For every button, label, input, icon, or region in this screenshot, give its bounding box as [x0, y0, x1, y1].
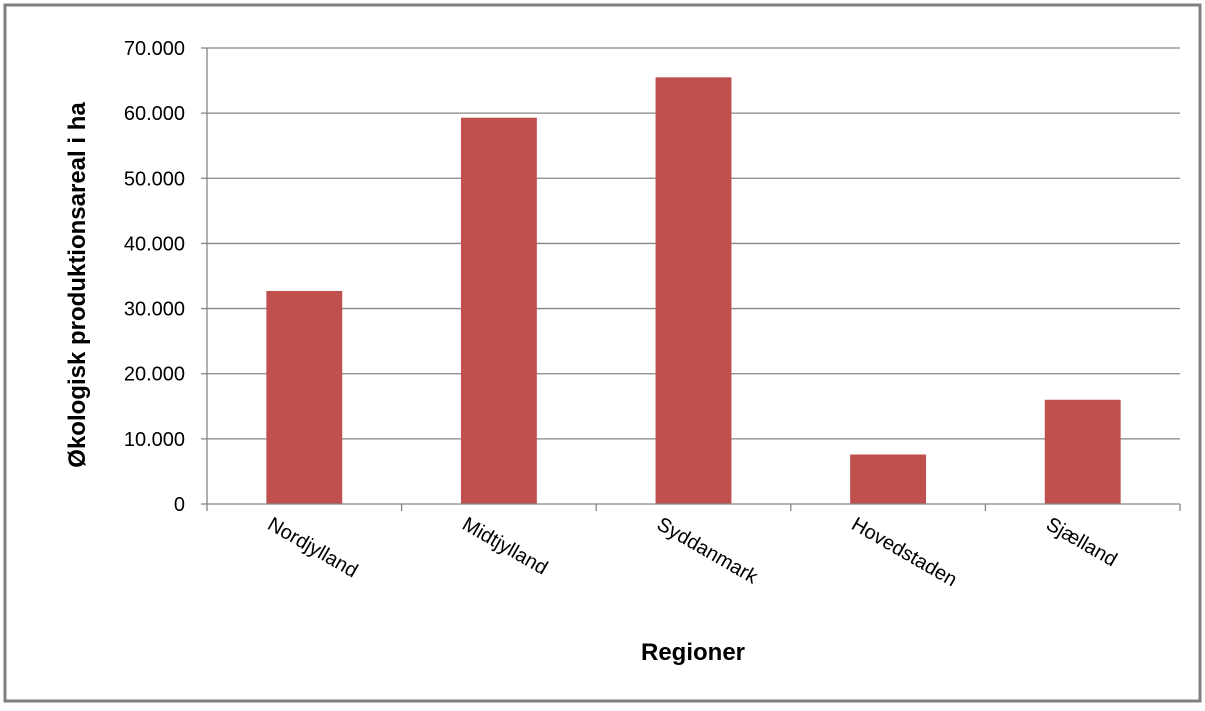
bar-nordjylland	[266, 290, 343, 504]
x-axis-title: Regioner	[641, 639, 745, 666]
chart-border	[3, 3, 1202, 703]
y-tick-label: 40.000	[124, 233, 185, 255]
y-tick-label: 0	[174, 494, 185, 516]
bar-sjælland	[1044, 399, 1121, 504]
y-tick-label: 60.000	[124, 103, 185, 125]
y-tick-label: 10.000	[124, 429, 185, 451]
axes	[206, 48, 1181, 511]
y-tick-label: 30.000	[124, 299, 185, 321]
y-tick-label: 50.000	[124, 168, 185, 190]
y-tick-label: 70.000	[124, 38, 185, 60]
y-tick-labels: 0 10.000 20.000 30.000 40.000 50.000 60.000 70.…	[124, 38, 185, 516]
y-tick-label: 20.000	[124, 364, 185, 386]
bar-midtjylland	[460, 117, 537, 505]
y-axis-title: Økologisk produktionsareal i ha	[64, 102, 91, 468]
bars	[266, 77, 1121, 505]
bar-hovedstaden	[850, 454, 927, 504]
bar-syddanmark	[655, 77, 732, 505]
